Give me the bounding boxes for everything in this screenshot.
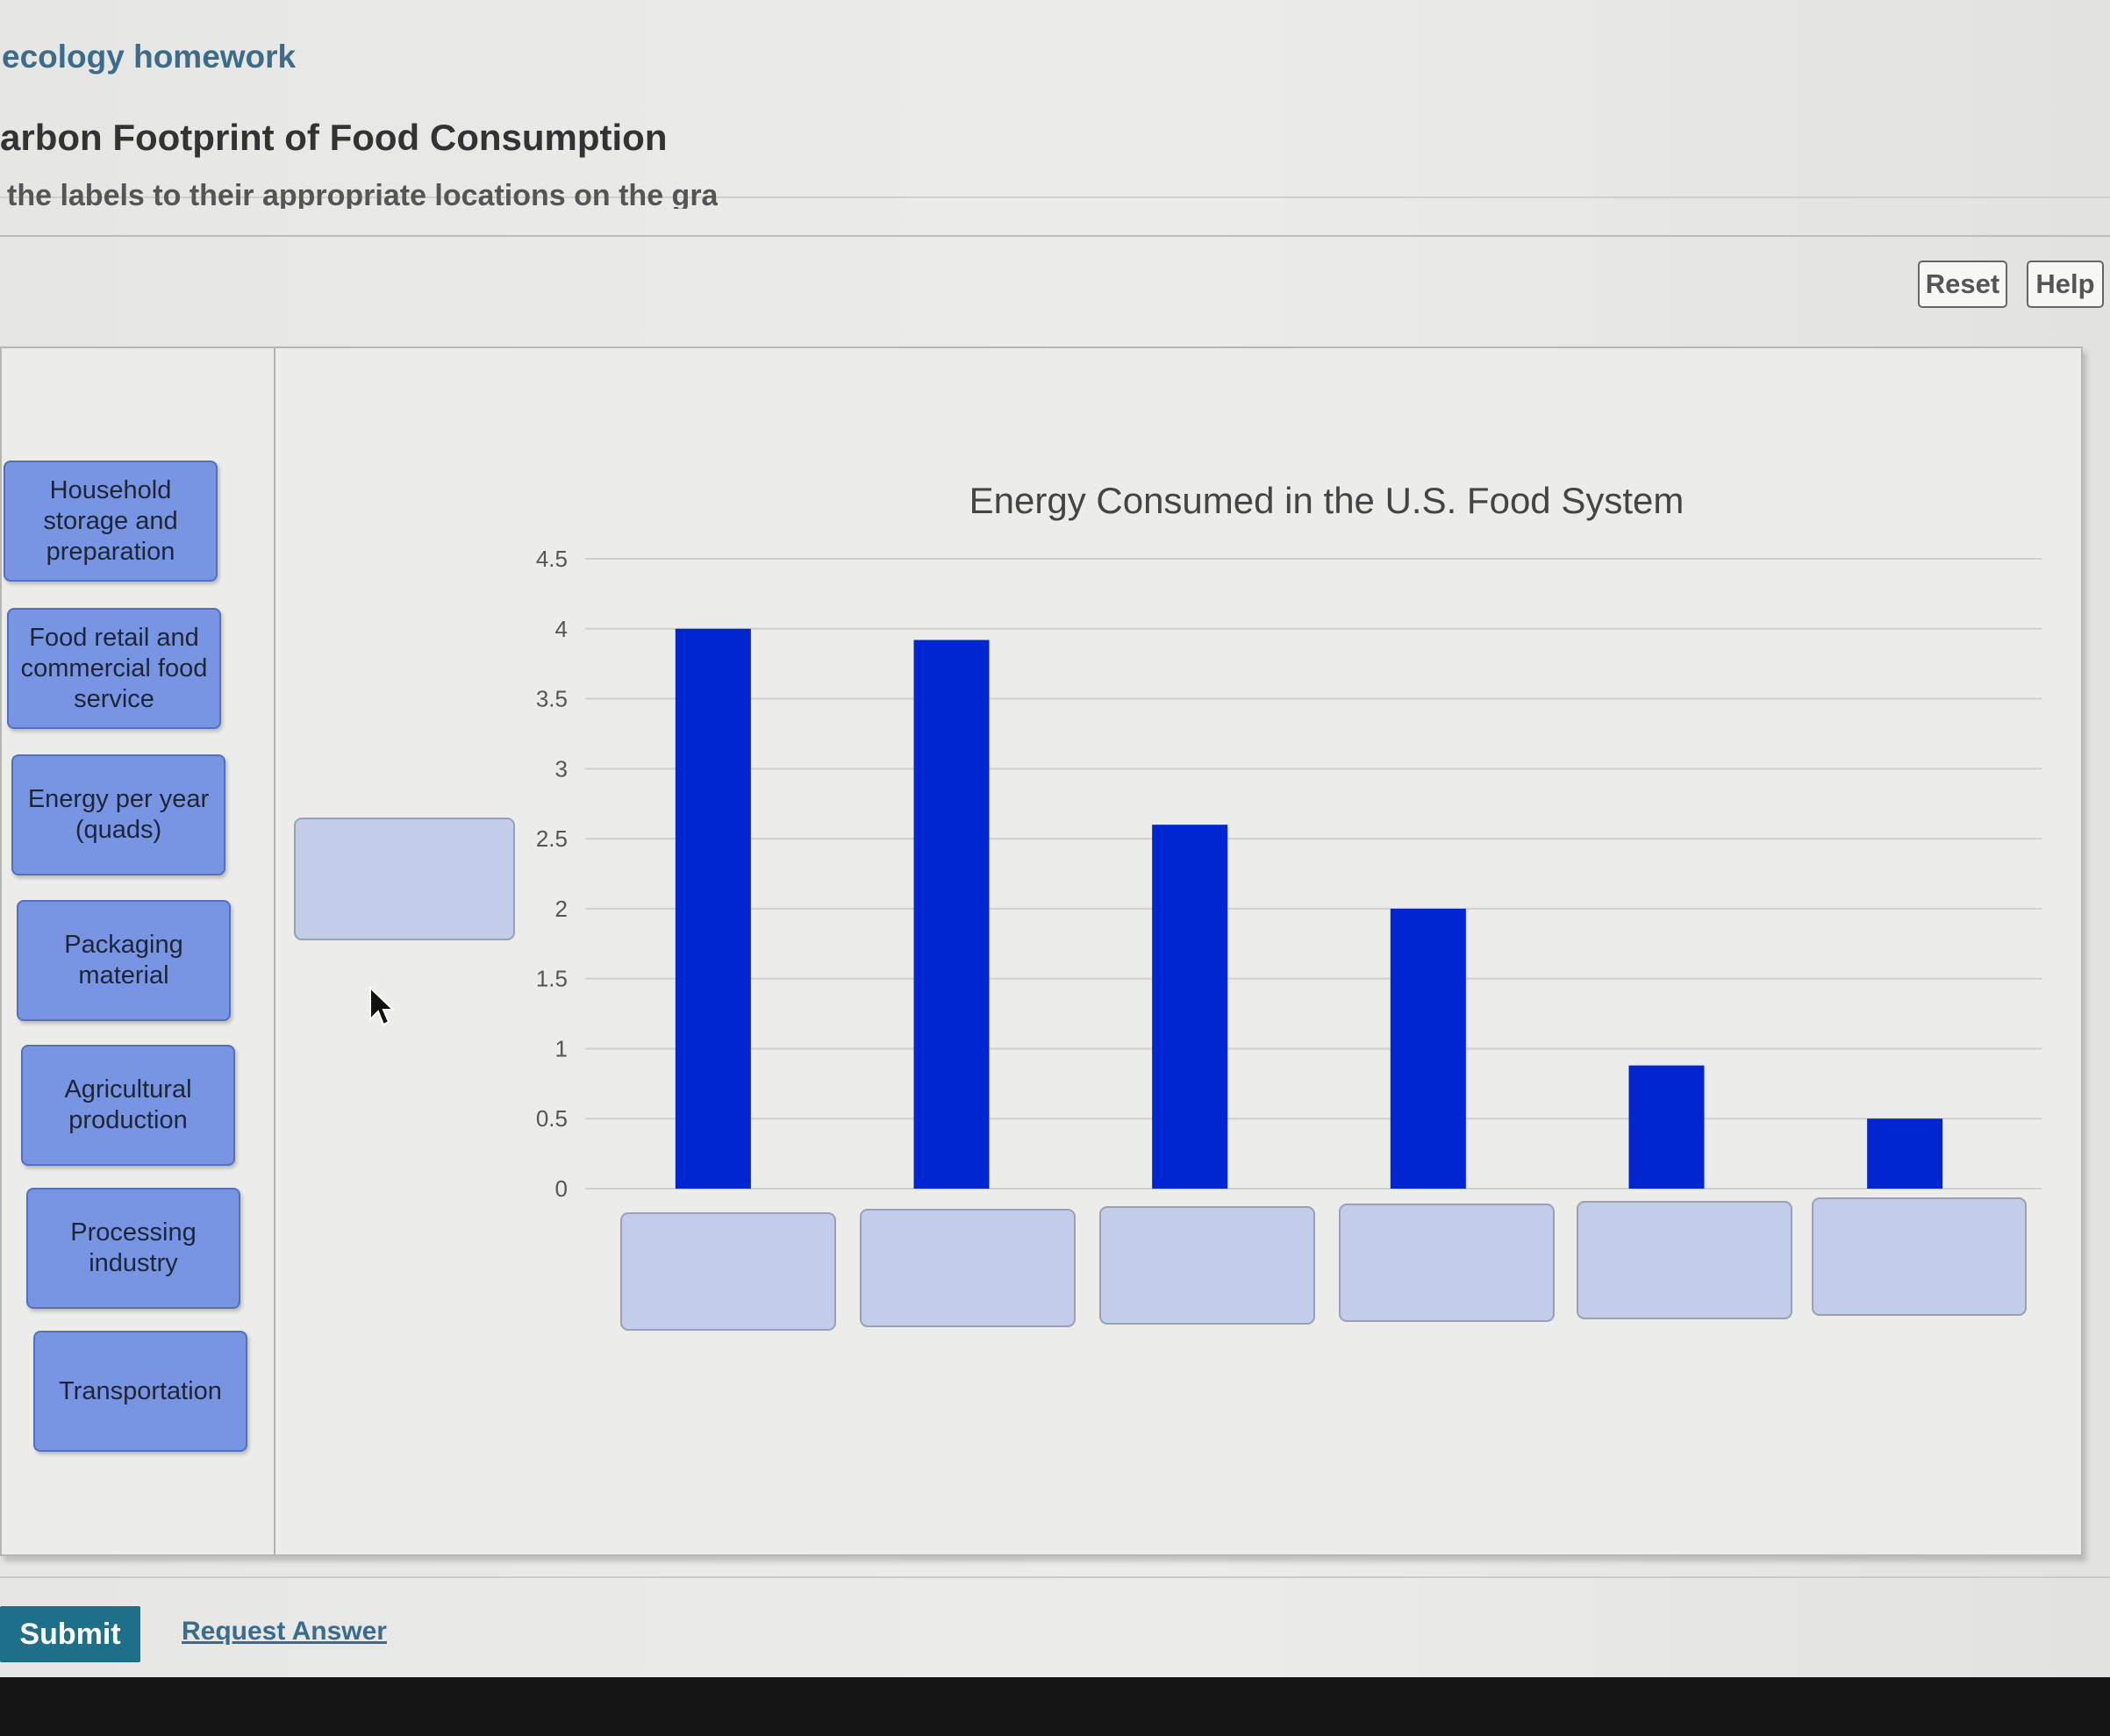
drop-zone-bar-5[interactable] <box>1577 1201 1792 1319</box>
bar-3 <box>1152 825 1228 1189</box>
submit-button[interactable]: Submit <box>0 1606 140 1662</box>
mouse-pointer-icon <box>369 986 395 1026</box>
label-tile-packaging-material[interactable]: Packaging material <box>17 900 231 1021</box>
bar-2 <box>913 639 990 1189</box>
reset-button[interactable]: Reset <box>1918 261 2007 308</box>
label-tile-household-storage[interactable]: Household storage and preparation <box>4 461 218 582</box>
screen: ecology homework arbon Footprint of Food… <box>0 0 2110 1677</box>
breadcrumb[interactable]: ecology homework <box>2 39 297 75</box>
label-bank: Household storage and preparation Food r… <box>2 348 275 1554</box>
y-tick-label: 2.5 <box>536 825 568 852</box>
bar-chart: 0 0.5 1 1.5 2 2.5 3 3.5 4 4.5 <box>536 546 2042 1202</box>
labeling-workspace: Household storage and preparation Food r… <box>0 346 2083 1556</box>
y-tick-label: 2 <box>555 896 568 922</box>
request-answer-link[interactable]: Request Answer <box>182 1617 387 1646</box>
label-tile-processing-industry[interactable]: Processing industry <box>26 1188 240 1309</box>
title-divider <box>0 196 2110 198</box>
drop-zone-y-axis-label[interactable] <box>294 818 515 940</box>
label-tile-transportation[interactable]: Transportation <box>33 1331 247 1452</box>
y-tick-label: 0 <box>555 1175 568 1202</box>
y-tick-label: 0.5 <box>536 1105 568 1132</box>
bar-5 <box>1628 1065 1705 1189</box>
drop-zone-bar-3[interactable] <box>1099 1206 1315 1325</box>
drop-zone-bar-6[interactable] <box>1812 1197 2027 1316</box>
label-tile-food-retail[interactable]: Food retail and commercial food service <box>7 608 221 729</box>
drop-zone-bar-1[interactable] <box>620 1212 836 1331</box>
y-tick-label: 1.5 <box>536 966 568 992</box>
bar-6 <box>1867 1118 1943 1189</box>
y-tick-label: 3.5 <box>536 686 568 712</box>
drop-zone-bar-4[interactable] <box>1339 1204 1555 1322</box>
monitor-bezel <box>0 1677 2110 1736</box>
y-tick-label: 1 <box>555 1035 568 1061</box>
bar-4 <box>1390 908 1466 1189</box>
help-button[interactable]: Help <box>2027 261 2104 308</box>
instruction-text-clipped: the labels to their appropriate location… <box>7 179 718 209</box>
y-tick-label: 4 <box>555 616 568 642</box>
instruction-text: the labels to their appropriate location… <box>7 179 718 209</box>
footer-divider <box>0 1576 2110 1578</box>
y-tick-label: 3 <box>555 755 568 782</box>
y-tick-label: 4.5 <box>536 546 568 572</box>
instruction-divider <box>0 235 2110 237</box>
label-tile-agricultural-production[interactable]: Agricultural production <box>21 1045 235 1166</box>
label-tile-energy-per-year[interactable]: Energy per year (quads) <box>11 754 225 875</box>
page-title: arbon Footprint of Food Consumption <box>0 117 668 158</box>
drop-zone-bar-2[interactable] <box>860 1209 1076 1327</box>
bar-1 <box>675 628 751 1189</box>
chart-title: Energy Consumed in the U.S. Food System <box>969 480 1684 521</box>
